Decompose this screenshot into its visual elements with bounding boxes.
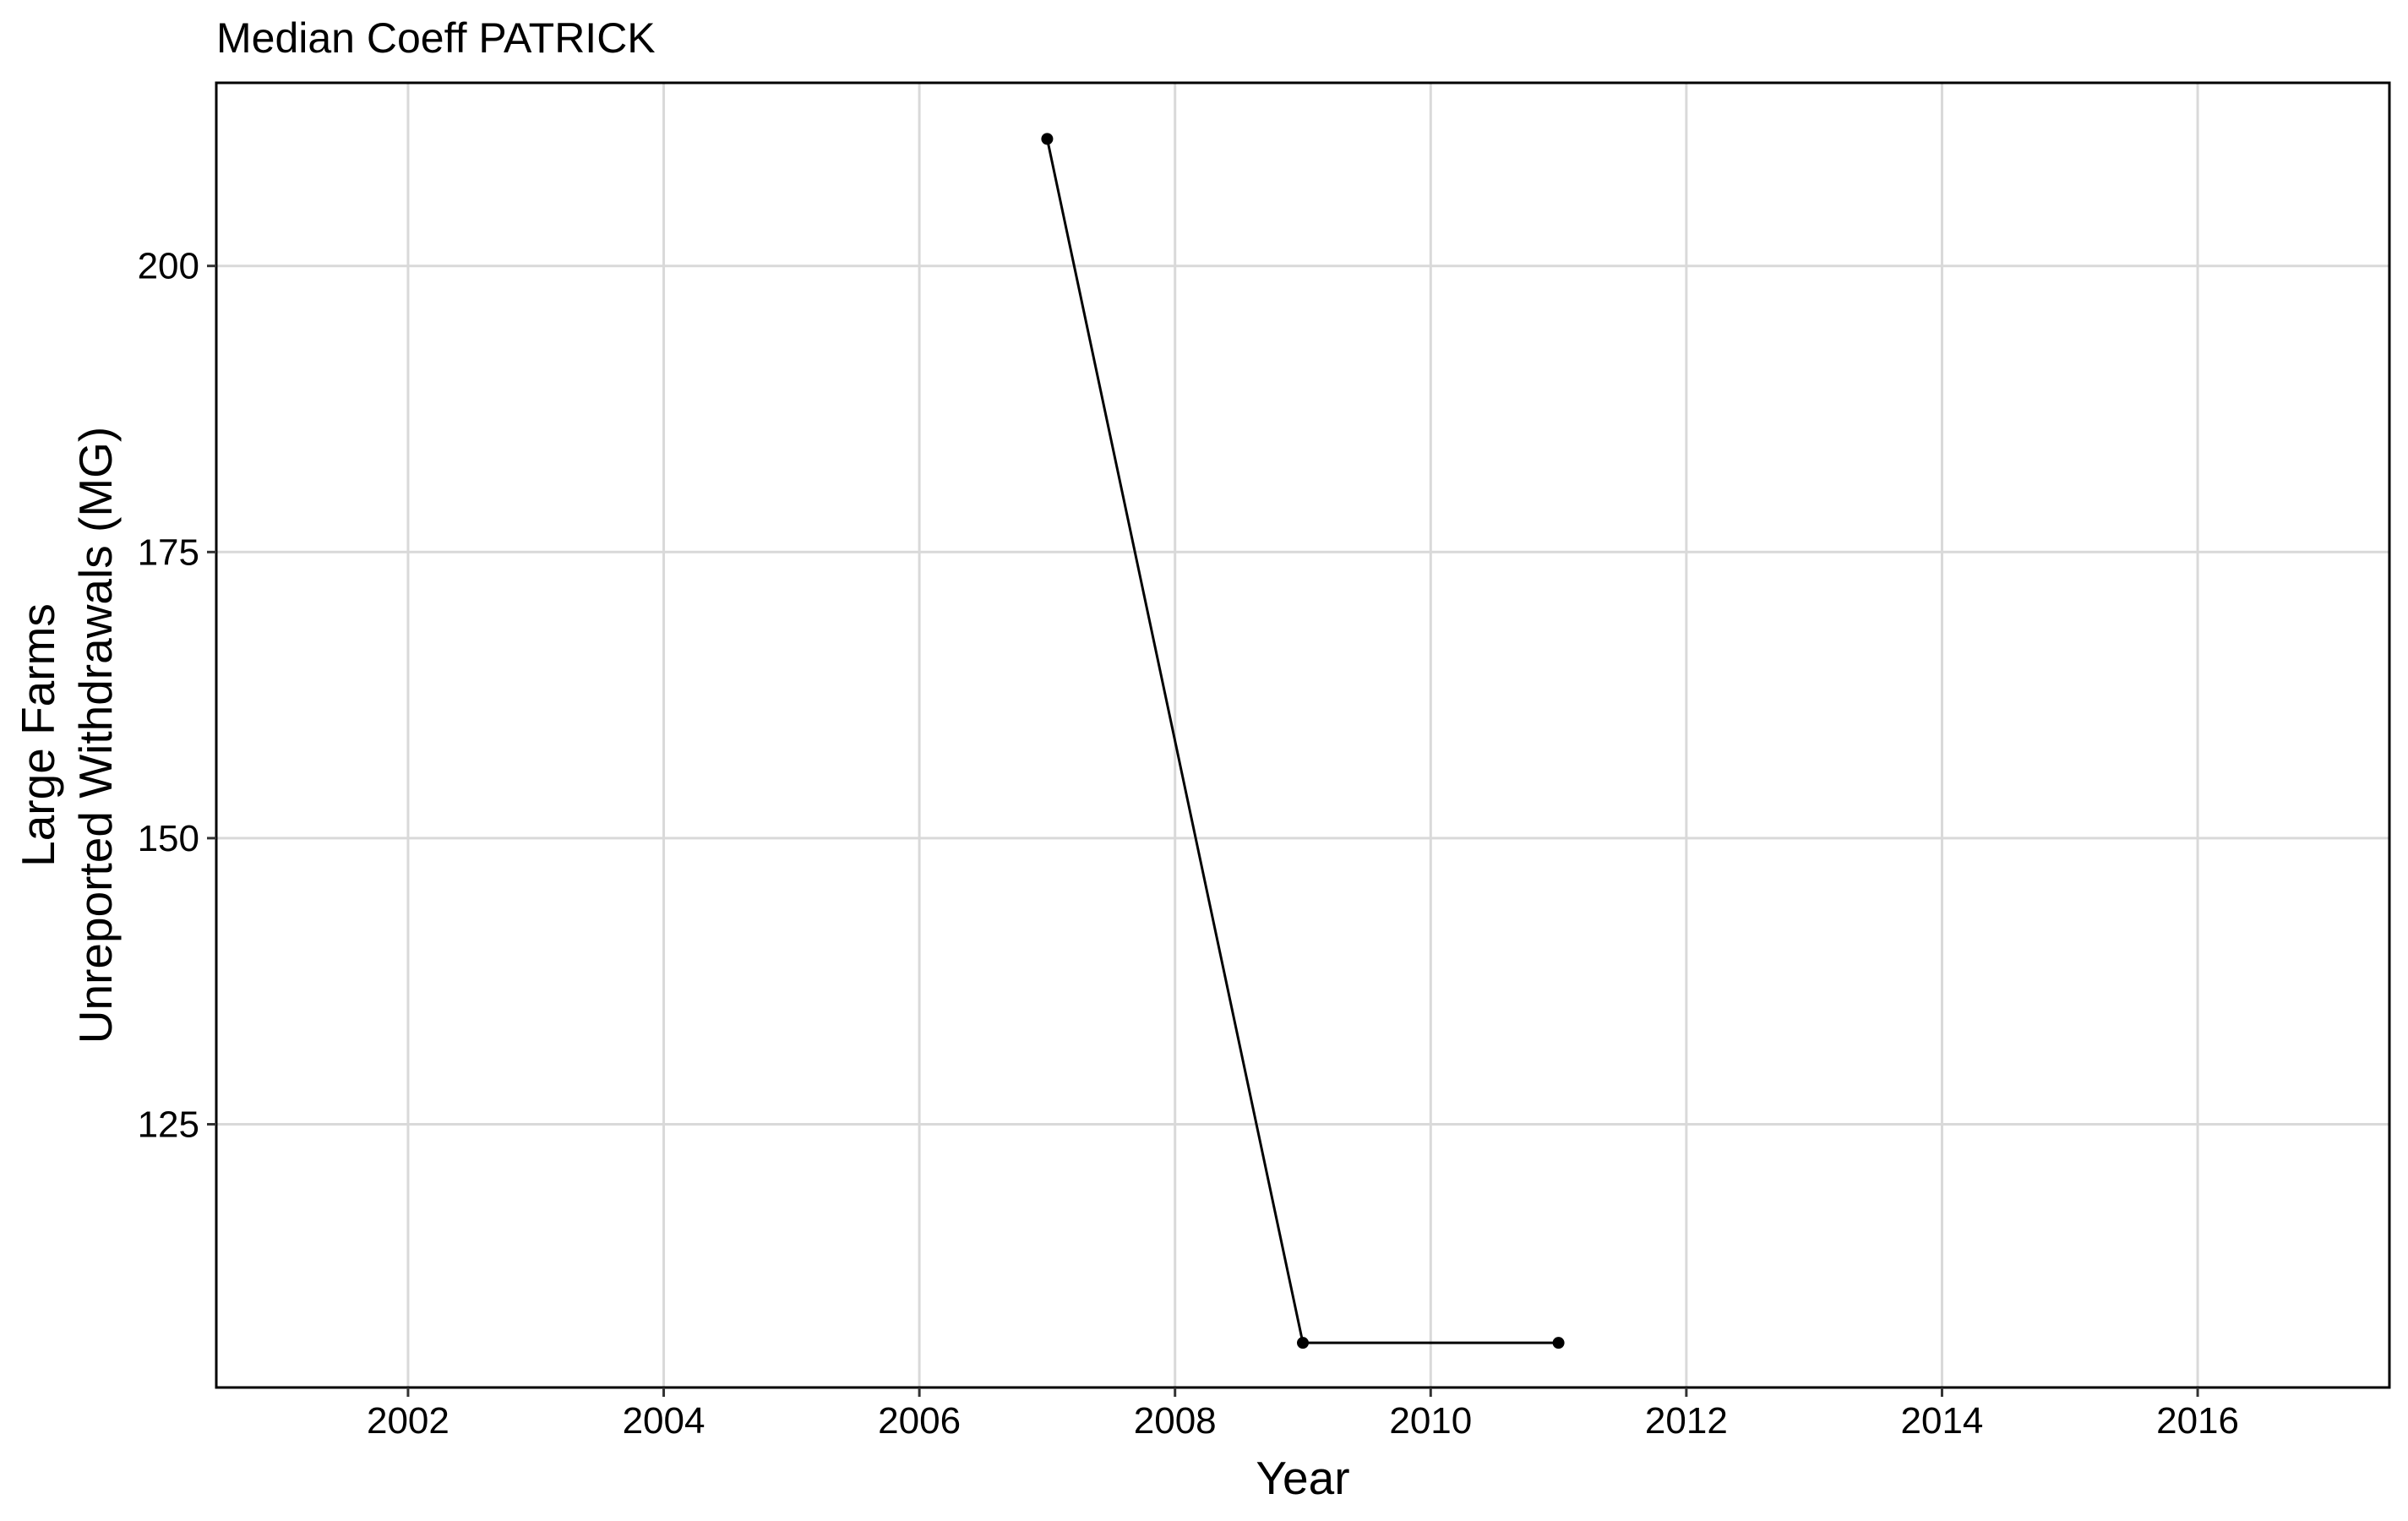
y-axis-title-line-2: Unreported Withdrawals (MG) xyxy=(69,427,122,1044)
y-tick-label: 125 xyxy=(138,1104,199,1145)
y-tick-label: 175 xyxy=(138,532,199,573)
data-point xyxy=(1552,1337,1565,1349)
data-point xyxy=(1297,1337,1309,1349)
y-axis-title: Large Farms Unreported Withdrawals (MG) xyxy=(12,427,122,1044)
x-tick-label: 2008 xyxy=(1134,1400,1217,1442)
x-tick-label: 2016 xyxy=(2156,1400,2239,1442)
panel-border xyxy=(215,81,2391,1389)
x-tick-label: 2002 xyxy=(367,1400,449,1442)
data-series xyxy=(1041,133,1565,1349)
x-tick-label: 2010 xyxy=(1389,1400,1472,1442)
y-axis: 125 150 175 200 xyxy=(138,246,216,1145)
y-axis-title-line-1: Large Farms xyxy=(12,603,64,867)
chart-title: Median Coeff PATRICK xyxy=(216,14,656,62)
y-tick-label: 150 xyxy=(138,818,199,859)
x-tick-label: 2006 xyxy=(878,1400,961,1442)
data-point xyxy=(1041,133,1054,145)
x-tick-label: 2014 xyxy=(1901,1400,1984,1442)
series-line xyxy=(1045,139,1559,1344)
x-tick-label: 2012 xyxy=(1645,1400,1728,1442)
x-tick-label: 2004 xyxy=(623,1400,706,1442)
y-tick-label: 200 xyxy=(138,246,199,287)
x-axis-title: Year xyxy=(1256,1452,1349,1504)
x-axis: 2002 2004 2006 2008 2010 2012 2014 2016 xyxy=(367,1387,2239,1442)
grid-lines xyxy=(216,83,2389,1387)
